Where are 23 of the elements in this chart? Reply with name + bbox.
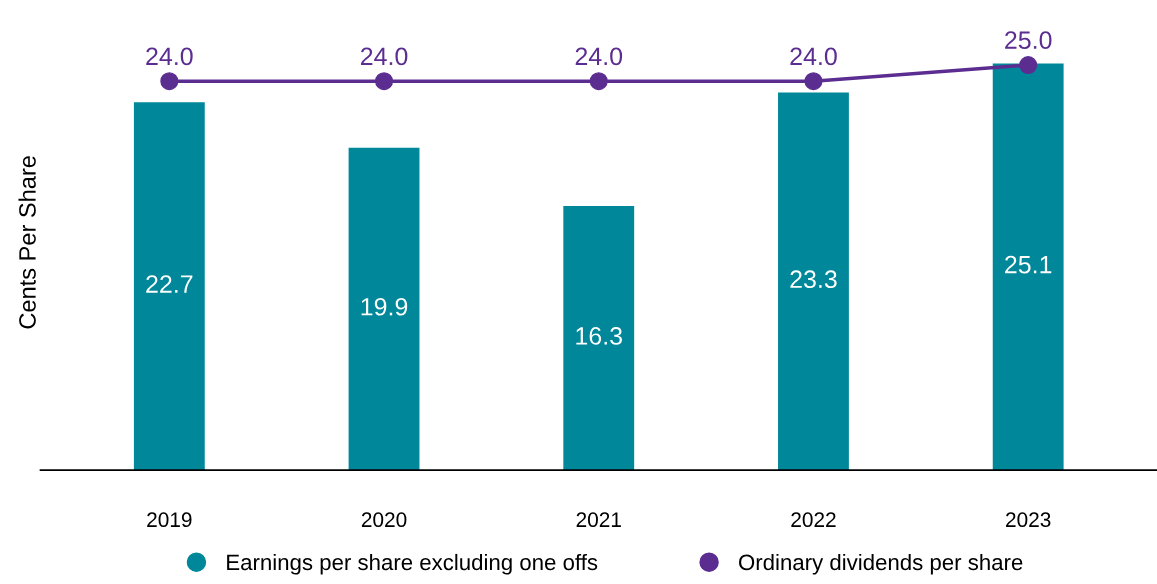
- data-label: 19.9: [361, 297, 408, 316]
- x-tick-label: 2019: [147, 512, 192, 528]
- bar: [992, 63, 1064, 471]
- x-tick-label: 2021: [576, 512, 621, 528]
- data-label: 25.0: [1005, 31, 1052, 49]
- x-tick-label: 2020: [361, 512, 407, 528]
- bar: [348, 147, 420, 471]
- data-label: 23.3: [790, 270, 837, 289]
- data-label: 24.0: [146, 47, 193, 66]
- bar: [133, 102, 205, 471]
- bar: [778, 92, 849, 471]
- bar: [563, 206, 635, 471]
- x-tick-label: 2022: [791, 512, 836, 528]
- x-tick-label: 2023: [1006, 512, 1051, 528]
- data-label: 16.3: [576, 327, 622, 345]
- data-label: 24.0: [790, 47, 837, 66]
- legend-label: Earnings per share excluding one offs: [227, 553, 598, 575]
- data-label: 25.1: [1005, 255, 1052, 274]
- y-axis-title: Cents Per Share: [18, 156, 36, 329]
- legend-label: Ordinary dividends per share: [739, 553, 1023, 575]
- data-label: 22.7: [146, 275, 193, 293]
- data-label: 24.0: [575, 47, 623, 66]
- data-label: 24.0: [360, 47, 408, 66]
